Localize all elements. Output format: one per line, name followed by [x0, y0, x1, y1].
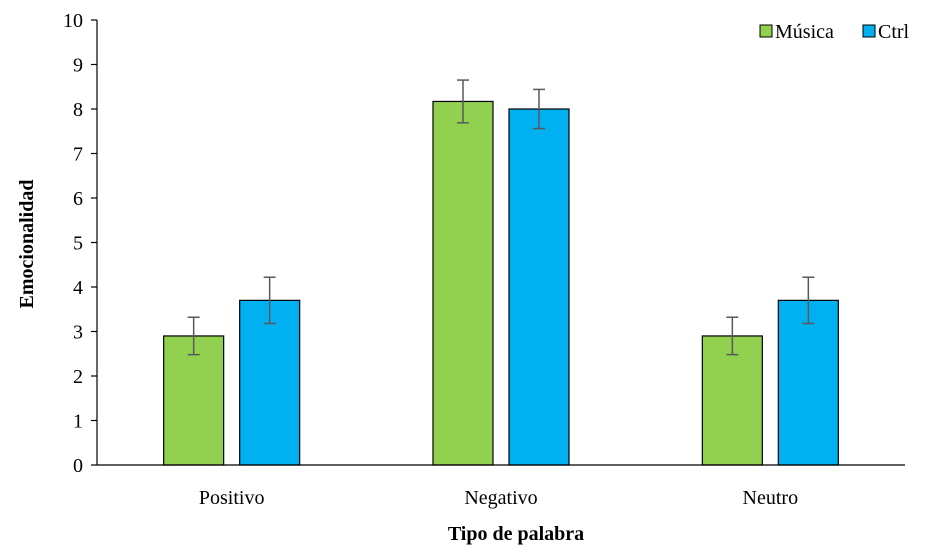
bar-ctrl-positivo [239, 299, 301, 466]
y-tick-label: 2 [73, 366, 83, 388]
bars [163, 100, 839, 466]
x-axis-title: Tipo de palabra [448, 523, 584, 545]
error-bars [187, 79, 815, 356]
y-tick-label: 5 [73, 233, 83, 255]
y-axis-title: Emocionalidad [16, 180, 38, 309]
legend-swatch [759, 24, 773, 38]
bar-ctrl-negativo [508, 108, 570, 466]
legend: Música Ctrl [759, 21, 910, 43]
x-axis-labels: Positivo Negativo Neutro [199, 487, 798, 509]
y-tick-label: 8 [73, 99, 83, 121]
y-tick-label: 3 [73, 322, 83, 344]
bar-musica-neutro [701, 335, 763, 466]
legend-swatch [862, 24, 876, 38]
y-axis-ticks: 0 1 2 3 4 5 6 7 8 9 10 [63, 10, 97, 477]
y-tick-label: 4 [73, 277, 83, 299]
y-tick-label: 7 [73, 144, 83, 166]
y-tick-label: 9 [73, 55, 83, 77]
x-tick-label: Negativo [464, 487, 537, 509]
x-tick-label: Neutro [743, 487, 799, 509]
bar-musica-positivo [163, 335, 225, 466]
x-tick-label: Positivo [199, 487, 265, 509]
bar-musica-negativo [432, 100, 494, 466]
y-tick-label: 0 [73, 455, 83, 477]
bar-ctrl-neutro [777, 299, 839, 466]
y-tick-label: 1 [73, 411, 83, 433]
legend-label: Ctrl [878, 21, 910, 43]
y-tick-label: 6 [73, 188, 83, 210]
y-tick-label: 10 [63, 10, 83, 32]
legend-label: Música [775, 21, 834, 43]
